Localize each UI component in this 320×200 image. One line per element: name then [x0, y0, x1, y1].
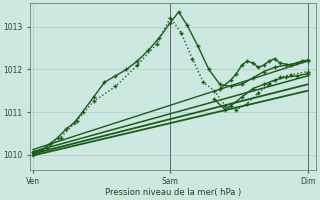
X-axis label: Pression niveau de la mer( hPa ): Pression niveau de la mer( hPa ) — [105, 188, 241, 197]
